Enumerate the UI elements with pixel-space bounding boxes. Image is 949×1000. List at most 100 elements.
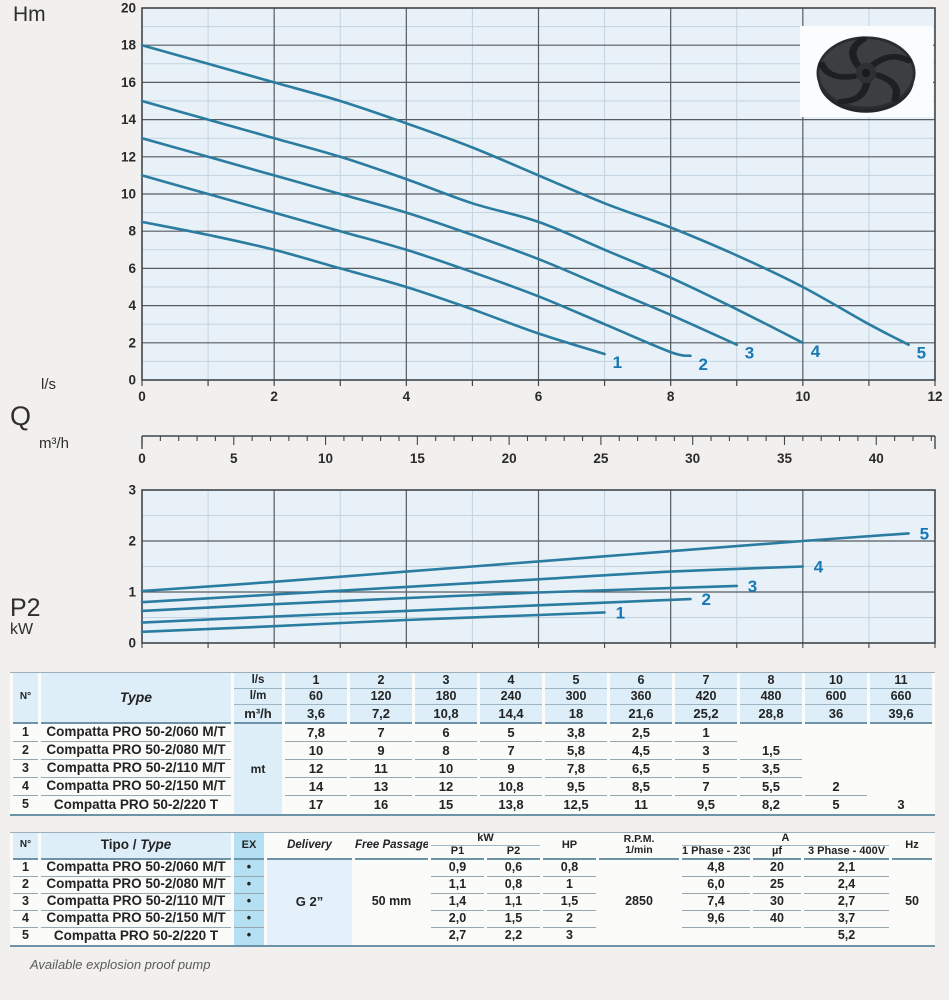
flow-ls-value: 11 — [870, 673, 932, 689]
col-header-p1: P1 — [431, 846, 484, 860]
head-value: 5 — [480, 724, 542, 742]
col-header-tipo-type: Tipo / Type — [41, 833, 231, 860]
ex-dot: • — [234, 876, 264, 894]
head-value: 7 — [675, 778, 737, 796]
pump-number: 5 — [22, 928, 29, 943]
flow-lm-value: 60 — [285, 689, 347, 705]
1phase-current-value: 4,8 — [682, 860, 750, 877]
pump-number: 5 — [22, 797, 29, 812]
head-value: 6 — [415, 724, 477, 742]
pump-number: 3 — [13, 760, 38, 778]
performance-table-body: 1 Compatta PRO 50-2/060 M/T mt 7,8 7 6 5 3,8 2,5… — [13, 724, 932, 814]
3phase-current-value: 3,7 — [804, 911, 890, 928]
p1-value: 0,9 — [431, 860, 484, 877]
svg-text:10: 10 — [795, 389, 810, 404]
hp-value: 2 — [543, 911, 596, 928]
head-value: 2,5 — [610, 724, 672, 742]
svg-text:12: 12 — [927, 389, 942, 404]
svg-text:30: 30 — [685, 451, 700, 466]
flow-axis-label: Q — [10, 401, 32, 431]
electrical-table-header: N° Tipo / Type EX Delivery Free Passage kW HP R… — [13, 833, 933, 860]
pump-electrical-row: 3 Compatta PRO 50-2/110 M/T • 1,4 1,1 1,5 7,4 3… — [13, 893, 932, 911]
svg-text:12: 12 — [121, 149, 136, 164]
electrical-table: N° Tipo / Type EX Delivery Free Passage kW HP R… — [10, 832, 936, 947]
col-header-hp: HP — [543, 833, 596, 860]
type-label: Type — [140, 836, 172, 852]
flow-ls-value: 7 — [675, 673, 737, 689]
p2-chart: 0 1 2 3 1 2 3 4 5 — [128, 483, 936, 651]
electrical-table-body: 1 Compatta PRO 50-2/060 M/T • G 2” 50 mm 0,9 0… — [13, 859, 932, 945]
pump-type: Compatta PRO 50-2/150 M/T — [41, 911, 231, 928]
head-value: 3,8 — [545, 724, 607, 742]
1phase-current-value: 6,0 — [682, 877, 750, 894]
head-value: 6,5 — [610, 760, 672, 778]
svg-text:3: 3 — [128, 483, 136, 498]
p2-value: 0,6 — [487, 860, 540, 877]
svg-text:6: 6 — [128, 261, 136, 276]
capacitor-value — [753, 928, 801, 945]
head-value: 13 — [350, 778, 412, 796]
col-header-p2: P2 — [487, 846, 540, 860]
flow-m3h-value: 36 — [805, 705, 867, 724]
col-header-1phase: 1 Phase - 230V — [682, 846, 750, 860]
head-value: 4,5 — [610, 742, 672, 760]
head-axis-label: Hm — [13, 3, 46, 26]
svg-text:4: 4 — [403, 389, 411, 404]
pump-electrical-row: 4 Compatta PRO 50-2/150 M/T • 2,0 1,5 2 9,6 40 3… — [13, 910, 932, 928]
flow-lm-value: 600 — [805, 689, 867, 705]
hp-value: 3 — [566, 928, 573, 943]
pump-type: Compatta PRO 50-2/110 M/T — [41, 894, 231, 911]
svg-text:40: 40 — [869, 451, 884, 466]
pump-number: 4 — [13, 911, 38, 928]
col-header-a-group: A — [682, 833, 890, 846]
pump-row: 4 Compatta PRO 50-2/150 M/T 14 13 12 10,8 9,5 8… — [13, 778, 932, 796]
svg-text:0: 0 — [128, 373, 136, 388]
col-header-n: N° — [13, 833, 38, 860]
head-value — [870, 778, 932, 796]
flow-m3h-value: 28,8 — [740, 705, 802, 724]
head-value: 1,5 — [740, 742, 802, 760]
p2-unit-label: kW — [10, 621, 34, 638]
svg-text:2: 2 — [270, 389, 278, 404]
svg-text:8: 8 — [128, 224, 136, 239]
p1-value: 1,1 — [431, 877, 484, 894]
capacitor-value: 40 — [753, 911, 801, 928]
head-value: 9,5 — [696, 797, 716, 813]
1phase-current-value: 9,6 — [682, 911, 750, 928]
head-value: 8 — [415, 742, 477, 760]
flow-lm-value: 180 — [415, 689, 477, 705]
head-value: 3,5 — [740, 760, 802, 778]
col-header-3phase: 3 Phase - 400V — [804, 846, 890, 860]
flow-lm-value: 240 — [480, 689, 542, 705]
pump-number: 1 — [13, 724, 38, 742]
flow-ls-value: 8 — [740, 673, 802, 689]
pump-type: Compatta PRO 50-2/110 M/T — [41, 760, 231, 778]
svg-text:20: 20 — [121, 1, 136, 16]
svg-text:10: 10 — [121, 187, 136, 202]
flow-m3h-value: 3,6 — [285, 705, 347, 724]
pump-type: Compatta PRO 50-2/060 M/T — [41, 724, 231, 742]
pump-type: Compatta PRO 50-2/060 M/T — [41, 860, 231, 877]
head-value: 10,8 — [480, 778, 542, 796]
tipo-label: Tipo / — [100, 836, 141, 852]
svg-text:16: 16 — [121, 75, 137, 90]
svg-text:18: 18 — [121, 38, 137, 53]
ex-dot: • — [234, 910, 264, 928]
pump-number: 2 — [13, 877, 38, 894]
curve-label-3: 3 — [748, 577, 757, 596]
p2-value: 0,8 — [487, 877, 540, 894]
p1-value: 2,7 — [448, 928, 467, 943]
svg-text:14: 14 — [121, 112, 137, 127]
head-value: 15 — [438, 797, 454, 813]
curve-label-5: 5 — [920, 524, 929, 543]
flow-lm-value: 480 — [740, 689, 802, 705]
svg-text:0: 0 — [138, 389, 146, 404]
curve-5 — [140, 43, 910, 346]
ex-dot: • — [234, 859, 264, 877]
1phase-current-value: 7,4 — [682, 894, 750, 911]
head-value: 9,5 — [545, 778, 607, 796]
svg-text:1: 1 — [128, 585, 136, 600]
flow-m3h-value: 39,6 — [870, 705, 932, 724]
p1-value: 2,0 — [431, 911, 484, 928]
